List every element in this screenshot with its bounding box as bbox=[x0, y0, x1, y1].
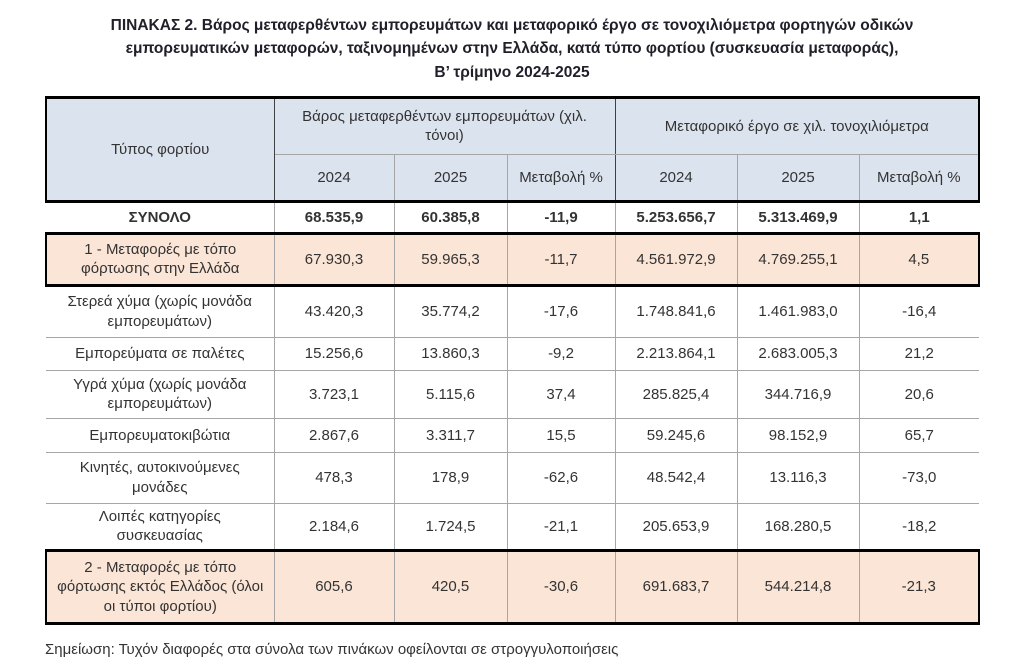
table-title-line-1: ΠΙΝΑΚΑΣ 2. Βάρος μεταφερθέντων εμπορευμά… bbox=[110, 17, 914, 34]
table-row-liquid-bulk: Υγρά χύμα (χωρίς μονάδα εμπορευμάτων) 3.… bbox=[46, 370, 980, 419]
table-row-loaded-abroad: 2 - Μεταφορές με τόπο φόρτωσης εκτός Ελλ… bbox=[45, 548, 981, 625]
table-row-mobile-units: Κινητές, αυτοκινούμενες μονάδες 478,3 17… bbox=[46, 452, 980, 504]
work-change-value: 20,6 bbox=[858, 370, 980, 419]
header-work-2025: 2025 bbox=[736, 154, 859, 203]
work-2024-value: 1.748.841,6 bbox=[614, 285, 737, 338]
work-change-value: -21,3 bbox=[858, 548, 981, 625]
weight-2024-value: 3.723,1 bbox=[273, 370, 394, 419]
table-row-other-packaging: Λοιπές κατηγορίες συσκευασίας 2.184,6 1.… bbox=[46, 503, 980, 551]
table-row-containers: Εμπορευματοκιβώτια 2.867,6 3.311,7 15,5 … bbox=[46, 418, 980, 453]
header-cargo-type: Τύπος φορτίου bbox=[45, 95, 275, 203]
weight-2025-value: 5.115,6 bbox=[393, 370, 507, 419]
weight-2025-value: 178,9 bbox=[393, 452, 507, 504]
work-change-value: -18,2 bbox=[858, 503, 980, 551]
table-header-year-row: 2024 2025 Μεταβολή % 2024 2025 Μεταβολή … bbox=[46, 154, 981, 203]
footnote: Σημείωση: Τυχόν διαφορές στα σύνολα των … bbox=[45, 640, 619, 658]
header-weight-change: Μεταβολή % bbox=[506, 154, 615, 203]
work-2025-value: 13.116,3 bbox=[736, 452, 859, 504]
weight-change-value: -30,6 bbox=[506, 548, 615, 625]
table-row-palletised-goods: Εμπορεύματα σε παλέτες 15.256,6 13.860,3… bbox=[46, 337, 980, 371]
table-title-line-3: Β’ τρίμηνο 2024-2025 bbox=[434, 63, 590, 81]
weight-change-value: -11,7 bbox=[506, 231, 615, 287]
row-label: 2 - Μεταφορές με τόπο φόρτωσης εκτός Ελλ… bbox=[45, 548, 274, 625]
work-2024-value: 285.825,4 bbox=[614, 370, 737, 419]
weight-2025-value: 3.311,7 bbox=[393, 418, 507, 453]
work-2024-value: 4.561.972,9 bbox=[614, 231, 737, 287]
row-label: Λοιπές κατηγορίες συσκευασίας bbox=[46, 503, 274, 551]
weight-2025-value: 13.860,3 bbox=[393, 337, 507, 371]
weight-2024-value: 67.930,3 bbox=[273, 231, 394, 287]
table-row-total: ΣΥΝΟΛΟ 68.535,9 60.385,8 -11,9 5.253.656… bbox=[46, 201, 980, 235]
work-2024-value: 2.213.864,1 bbox=[614, 337, 737, 371]
weight-change-value: -11,9 bbox=[506, 201, 615, 235]
row-label: Κινητές, αυτοκινούμενες μονάδες bbox=[46, 452, 274, 504]
weight-change-value: 15,5 bbox=[506, 418, 615, 453]
work-2025-value: 1.461.983,0 bbox=[736, 285, 859, 338]
work-change-value: 65,7 bbox=[858, 418, 980, 453]
freight-table: Τύπος φορτίου Βάρος μεταφερθέντων εμπορε… bbox=[45, 95, 981, 625]
work-2024-value: 205.653,9 bbox=[614, 503, 737, 551]
weight-2025-value: 420,5 bbox=[393, 548, 507, 625]
work-change-value: 1,1 bbox=[858, 201, 980, 235]
weight-change-value: -17,6 bbox=[506, 285, 615, 338]
work-2025-value: 5.313.469,9 bbox=[736, 201, 859, 235]
weight-2024-value: 15.256,6 bbox=[273, 337, 394, 371]
table-row-loaded-in-greece: 1 - Μεταφορές με τόπο φόρτωσης στην Ελλά… bbox=[45, 231, 981, 287]
work-2025-value: 98.152,9 bbox=[736, 418, 859, 453]
work-2025-value: 344.716,9 bbox=[736, 370, 859, 419]
table-title-line-2: εμπορευματικών μεταφορών, ταξινομημένων … bbox=[125, 40, 899, 58]
work-2025-value: 2.683.005,3 bbox=[736, 337, 859, 371]
weight-2025-value: 60.385,8 bbox=[393, 201, 507, 235]
weight-change-value: -21,1 bbox=[506, 503, 615, 551]
table-title: ΠΙΝΑΚΑΣ 2. Βάρος μεταφερθέντων εμπορευμά… bbox=[0, 0, 1024, 84]
row-label: Στερεά χύμα (χωρίς μονάδα εμπορευμάτων) bbox=[46, 285, 274, 338]
row-label: Υγρά χύμα (χωρίς μονάδα εμπορευμάτων) bbox=[46, 370, 274, 419]
weight-2025-value: 1.724,5 bbox=[393, 503, 507, 551]
work-change-value: 21,2 bbox=[858, 337, 980, 371]
header-work-group: Μεταφορικό έργο σε χιλ. τονοχιλιόμετρα bbox=[614, 95, 981, 155]
header-work-change: Μεταβολή % bbox=[858, 154, 981, 203]
weight-2025-value: 35.774,2 bbox=[393, 285, 507, 338]
weight-2024-value: 478,3 bbox=[273, 452, 394, 504]
table-row-solid-bulk: Στερεά χύμα (χωρίς μονάδα εμπορευμάτων) … bbox=[46, 285, 980, 338]
work-2025-value: 4.769.255,1 bbox=[736, 231, 859, 287]
weight-2024-value: 68.535,9 bbox=[273, 201, 394, 235]
work-change-value: -16,4 bbox=[858, 285, 980, 338]
weight-change-value: -62,6 bbox=[506, 452, 615, 504]
weight-change-value: 37,4 bbox=[506, 370, 615, 419]
work-2025-value: 168.280,5 bbox=[736, 503, 859, 551]
weight-change-value: -9,2 bbox=[506, 337, 615, 371]
work-change-value: 4,5 bbox=[858, 231, 981, 287]
work-2025-value: 544.214,8 bbox=[736, 548, 859, 625]
row-label: ΣΥΝΟΛΟ bbox=[46, 201, 274, 235]
weight-2024-value: 605,6 bbox=[273, 548, 394, 625]
work-change-value: -73,0 bbox=[858, 452, 980, 504]
header-weight-2024: 2024 bbox=[273, 154, 394, 203]
work-2024-value: 59.245,6 bbox=[614, 418, 737, 453]
header-weight-2025: 2025 bbox=[393, 154, 507, 203]
row-label: 1 - Μεταφορές με τόπο φόρτωσης στην Ελλά… bbox=[45, 231, 274, 287]
work-2024-value: 691.683,7 bbox=[614, 548, 737, 625]
row-label: Εμπορευματοκιβώτια bbox=[46, 418, 274, 453]
header-weight-group: Βάρος μεταφερθέντων εμπορευμάτων (χιλ. τ… bbox=[273, 95, 615, 155]
weight-2025-value: 59.965,3 bbox=[393, 231, 507, 287]
weight-2024-value: 43.420,3 bbox=[273, 285, 394, 338]
work-2024-value: 5.253.656,7 bbox=[614, 201, 737, 235]
weight-2024-value: 2.184,6 bbox=[273, 503, 394, 551]
row-label: Εμπορεύματα σε παλέτες bbox=[46, 337, 274, 371]
weight-2024-value: 2.867,6 bbox=[273, 418, 394, 453]
work-2024-value: 48.542,4 bbox=[614, 452, 737, 504]
table-header-group-row: Τύπος φορτίου Βάρος μεταφερθέντων εμπορε… bbox=[45, 95, 981, 203]
header-work-2024: 2024 bbox=[614, 154, 737, 203]
